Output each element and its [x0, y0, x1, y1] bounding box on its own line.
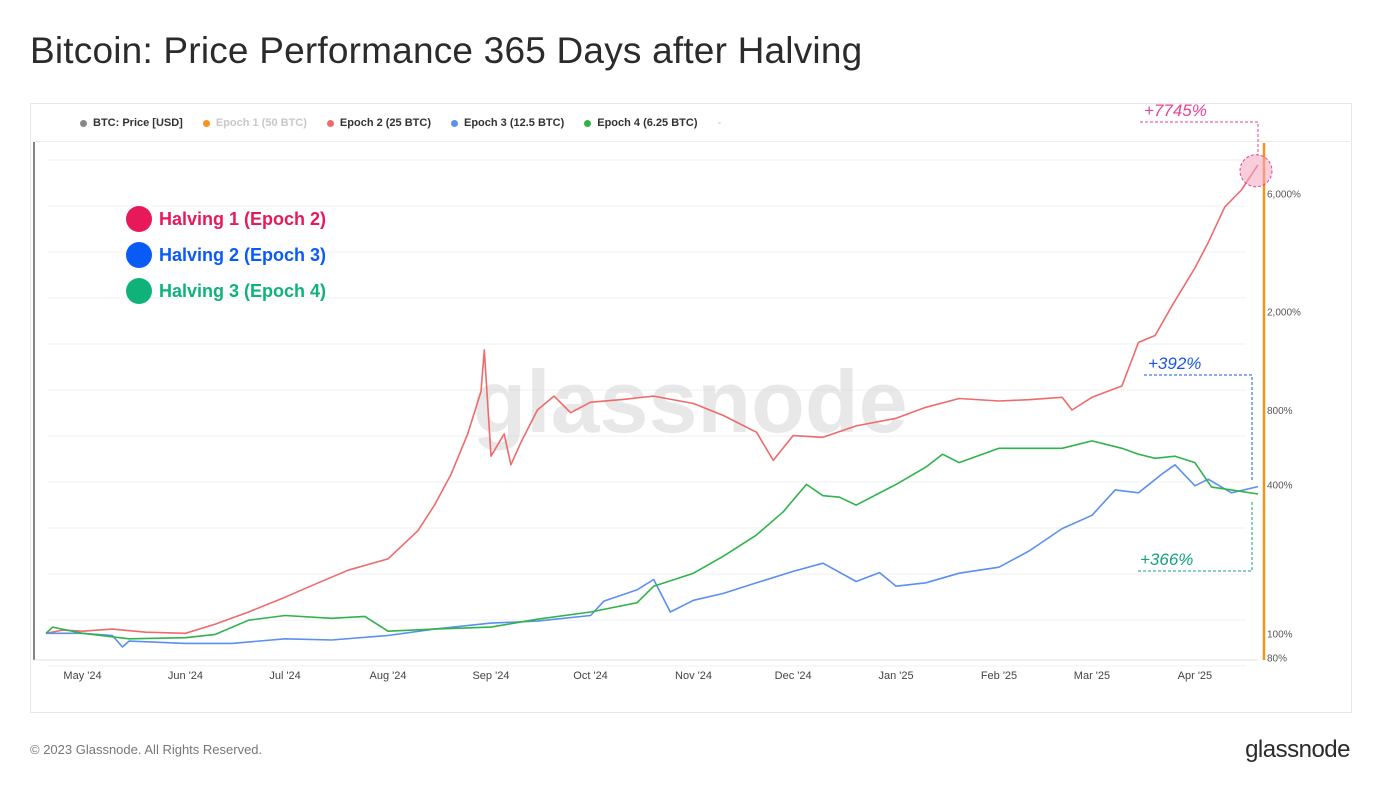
- legend-dot-epoch-4: [584, 119, 592, 127]
- annotation-epoch-2-gain: +7745%: [1144, 101, 1207, 120]
- x-tick-label: Dec '24: [775, 670, 812, 682]
- halving-legend-item-3: Halving 3 (Epoch 4): [126, 278, 326, 304]
- watermark: glassnode: [472, 352, 907, 451]
- legend-item-epoch-2[interactable]: Epoch 2 (25 BTC): [326, 117, 431, 129]
- y-tick-label: 400%: [1267, 480, 1293, 491]
- halving-2-label: Halving 2 (Epoch 3): [159, 244, 327, 265]
- halving-3-label: Halving 3 (Epoch 4): [159, 280, 327, 301]
- halving-3-dot-icon: [126, 278, 152, 304]
- halving-legend: Halving 1 (Epoch 2) Halving 2 (Epoch 3) …: [126, 206, 326, 314]
- guide-line-epoch-3: [1144, 374, 1253, 481]
- guide-line-epoch-4: [1138, 499, 1253, 572]
- legend-divider: [34, 141, 1350, 142]
- legend-label-epoch-1: Epoch 1 (50 BTC): [215, 117, 307, 129]
- legend-label-epoch-3: Epoch 3 (12.5 BTC): [464, 117, 565, 129]
- y-tick-label: 2,000%: [1267, 308, 1301, 319]
- legend-label-btc-price: BTC: Price [USD]: [93, 117, 183, 129]
- copyright: © 2023 Glassnode. All Rights Reserved.: [30, 742, 263, 757]
- page-title: Bitcoin: Price Performance 365 Days afte…: [30, 30, 863, 71]
- legend-dot-epoch-2: [326, 119, 334, 127]
- x-tick-label: Mar '25: [1074, 670, 1110, 682]
- halving-legend-item-2: Halving 2 (Epoch 3): [126, 242, 326, 268]
- series-line-epoch-3: [46, 464, 1259, 648]
- legend-more[interactable]: -: [717, 117, 722, 129]
- guide-line-epoch-2: [1140, 121, 1259, 155]
- chart-legend: BTC: Price [USD] Epoch 1 (50 BTC) Epoch …: [80, 116, 721, 130]
- y-tick-label: 100%: [1267, 629, 1293, 640]
- x-tick-label: Sep '24: [472, 670, 509, 682]
- legend-dot-epoch-3: [451, 119, 458, 127]
- y-tick-label: 800%: [1267, 406, 1293, 417]
- x-tick-label: Apr '25: [1178, 670, 1213, 682]
- x-tick-label: Jun '24: [168, 670, 203, 682]
- x-tick-label: Aug '24: [370, 670, 407, 682]
- legend-dot-epoch-1: [202, 119, 210, 127]
- legend-item-epoch-3[interactable]: Epoch 3 (12.5 BTC): [451, 117, 564, 129]
- x-tick-label: Feb '25: [981, 670, 1017, 682]
- x-tick-label: Oct '24: [573, 670, 608, 682]
- legend-item-epoch-4[interactable]: Epoch 4 (6.25 BTC): [584, 117, 698, 129]
- annotation-epoch-4-gain: +366%: [1140, 550, 1194, 569]
- highlight-circle-epoch-2: [1239, 154, 1273, 188]
- halving-legend-item-1: Halving 1 (Epoch 2): [126, 206, 326, 232]
- legend-label-epoch-2: Epoch 2 (25 BTC): [339, 117, 431, 129]
- legend-dot-btc-price: [80, 119, 87, 127]
- halving-1-dot-icon: [126, 206, 152, 232]
- annotation-epoch-3-gain: +392%: [1148, 354, 1202, 373]
- x-tick-label: Nov '24: [675, 670, 712, 682]
- halving-1-label: Halving 1 (Epoch 2): [159, 208, 327, 229]
- series-line-epoch-2: [45, 164, 1259, 635]
- x-tick-label: Jul '24: [269, 670, 300, 682]
- y-tick-label: 6,000%: [1267, 190, 1301, 201]
- y-tick-label: 80%: [1267, 653, 1287, 664]
- legend-label-epoch-4: Epoch 4 (6.25 BTC): [597, 117, 698, 129]
- series-line-epoch-4: [45, 440, 1259, 640]
- x-tick-label: May '24: [63, 670, 101, 682]
- legend-item-btc-price[interactable]: BTC: Price [USD]: [80, 117, 183, 129]
- brand-logo[interactable]: glassnode: [1245, 736, 1350, 763]
- halving-2-dot-icon: [126, 242, 152, 268]
- x-tick-label: Jan '25: [878, 670, 913, 682]
- legend-item-epoch-1[interactable]: Epoch 1 (50 BTC): [202, 117, 307, 129]
